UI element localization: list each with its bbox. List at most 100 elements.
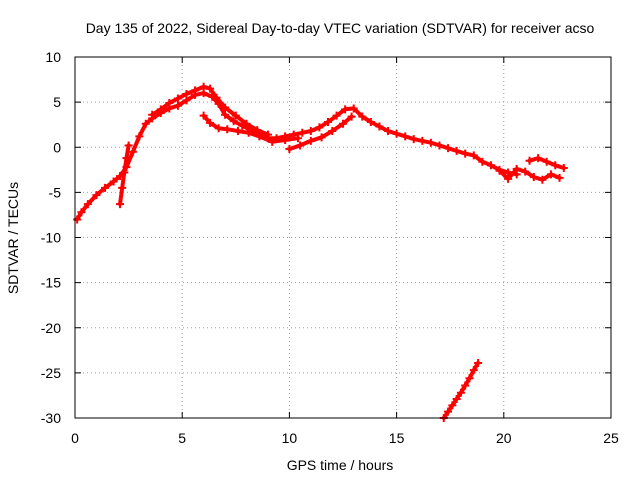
data-point: [306, 136, 315, 145]
axis-ticks: 0 5 10 15 20 25 10 5 0 -5 -10 -15 -20 -25 -30: [41, 49, 619, 446]
series-line: [201, 113, 300, 144]
data-point: [529, 173, 538, 182]
data-point: [165, 99, 174, 108]
data-point: [253, 126, 262, 135]
data-point: [401, 132, 410, 141]
data-point: [182, 90, 191, 99]
data-point: [116, 200, 125, 209]
data-point: [173, 94, 182, 103]
data-point: [512, 164, 521, 173]
data-point: [92, 191, 101, 200]
data-point: [469, 151, 478, 160]
y-tick-label: -30: [41, 410, 61, 426]
data-point: [255, 132, 264, 141]
data-point: [317, 133, 326, 142]
data-point: [315, 123, 324, 132]
data-point: [242, 119, 251, 128]
data-point: [323, 117, 332, 126]
data-point: [366, 117, 375, 126]
data-point: [521, 167, 530, 176]
grid: [75, 57, 611, 418]
data-point: [384, 127, 393, 136]
data-point: [465, 374, 474, 383]
series-late-upper: [525, 154, 568, 173]
x-tick-label: 0: [71, 430, 79, 446]
data-point: [542, 157, 551, 166]
data-point: [418, 136, 427, 145]
data-point: [124, 141, 133, 150]
data-point: [221, 110, 230, 119]
data-point: [559, 164, 568, 173]
data-point: [233, 127, 242, 136]
data-point: [214, 124, 223, 133]
data-point: [538, 175, 547, 184]
data-point: [223, 125, 232, 134]
data-point: [135, 132, 144, 141]
data-point: [341, 105, 350, 114]
chart-title: Day 135 of 2022, Sidereal Day-to-day VTE…: [86, 20, 595, 36]
data-point: [199, 111, 208, 120]
data-point: [347, 112, 356, 121]
data-point: [73, 215, 82, 224]
data-point: [448, 401, 457, 410]
data-point: [478, 157, 487, 166]
data-point: [435, 141, 444, 150]
series-upper-band: [148, 82, 272, 139]
data-point: [409, 135, 418, 144]
x-tick-label: 25: [603, 430, 619, 446]
data-point: [504, 174, 513, 183]
data-point: [148, 110, 157, 119]
data-point: [358, 112, 367, 121]
x-tick-label: 15: [389, 430, 405, 446]
data-point: [461, 381, 470, 390]
y-tick-label: -5: [49, 184, 62, 200]
y-tick-label: 0: [53, 139, 61, 155]
data-point: [555, 173, 564, 182]
data-point: [173, 101, 182, 110]
data-point: [298, 128, 307, 137]
data-point: [244, 128, 253, 137]
series-line: [75, 91, 519, 222]
data-point: [229, 117, 238, 126]
data-point: [77, 208, 86, 217]
data-point: [263, 130, 272, 139]
series-main-track: [73, 89, 521, 224]
x-tick-label: 5: [178, 430, 186, 446]
data-point: [546, 170, 555, 179]
data-point: [231, 111, 240, 120]
data-point: [212, 93, 221, 102]
data-point: [452, 146, 461, 155]
x-axis-label: GPS time / hours: [287, 457, 394, 473]
data-point: [551, 161, 560, 170]
data-point: [534, 154, 543, 163]
data-point: [206, 84, 215, 93]
data-point: [281, 136, 290, 145]
series-lower-band: [199, 111, 302, 146]
y-tick-label: 10: [45, 49, 61, 65]
data-point: [268, 137, 277, 146]
y-axis-label: SDTVAR / TECUs: [5, 182, 21, 294]
data-point: [426, 138, 435, 147]
data-point: [306, 127, 315, 136]
data-point: [296, 141, 305, 150]
series-early-spike: [116, 141, 133, 209]
data-point: [392, 129, 401, 138]
data-point: [444, 144, 453, 153]
data-point: [156, 105, 165, 114]
data-point: [349, 104, 358, 113]
data-point: [456, 388, 465, 397]
data-point: [141, 119, 150, 128]
data-point: [191, 86, 200, 95]
data-point: [83, 200, 92, 209]
data-point: [120, 168, 129, 177]
y-tick-label: -15: [41, 275, 61, 291]
series-late-cluster: [495, 164, 564, 184]
data-point: [339, 119, 347, 128]
data-point: [332, 111, 341, 120]
series-evening-loop: [285, 112, 356, 154]
data-point: [452, 395, 461, 404]
data-point: [486, 161, 495, 170]
data-point: [469, 366, 478, 375]
data-point: [328, 127, 337, 136]
